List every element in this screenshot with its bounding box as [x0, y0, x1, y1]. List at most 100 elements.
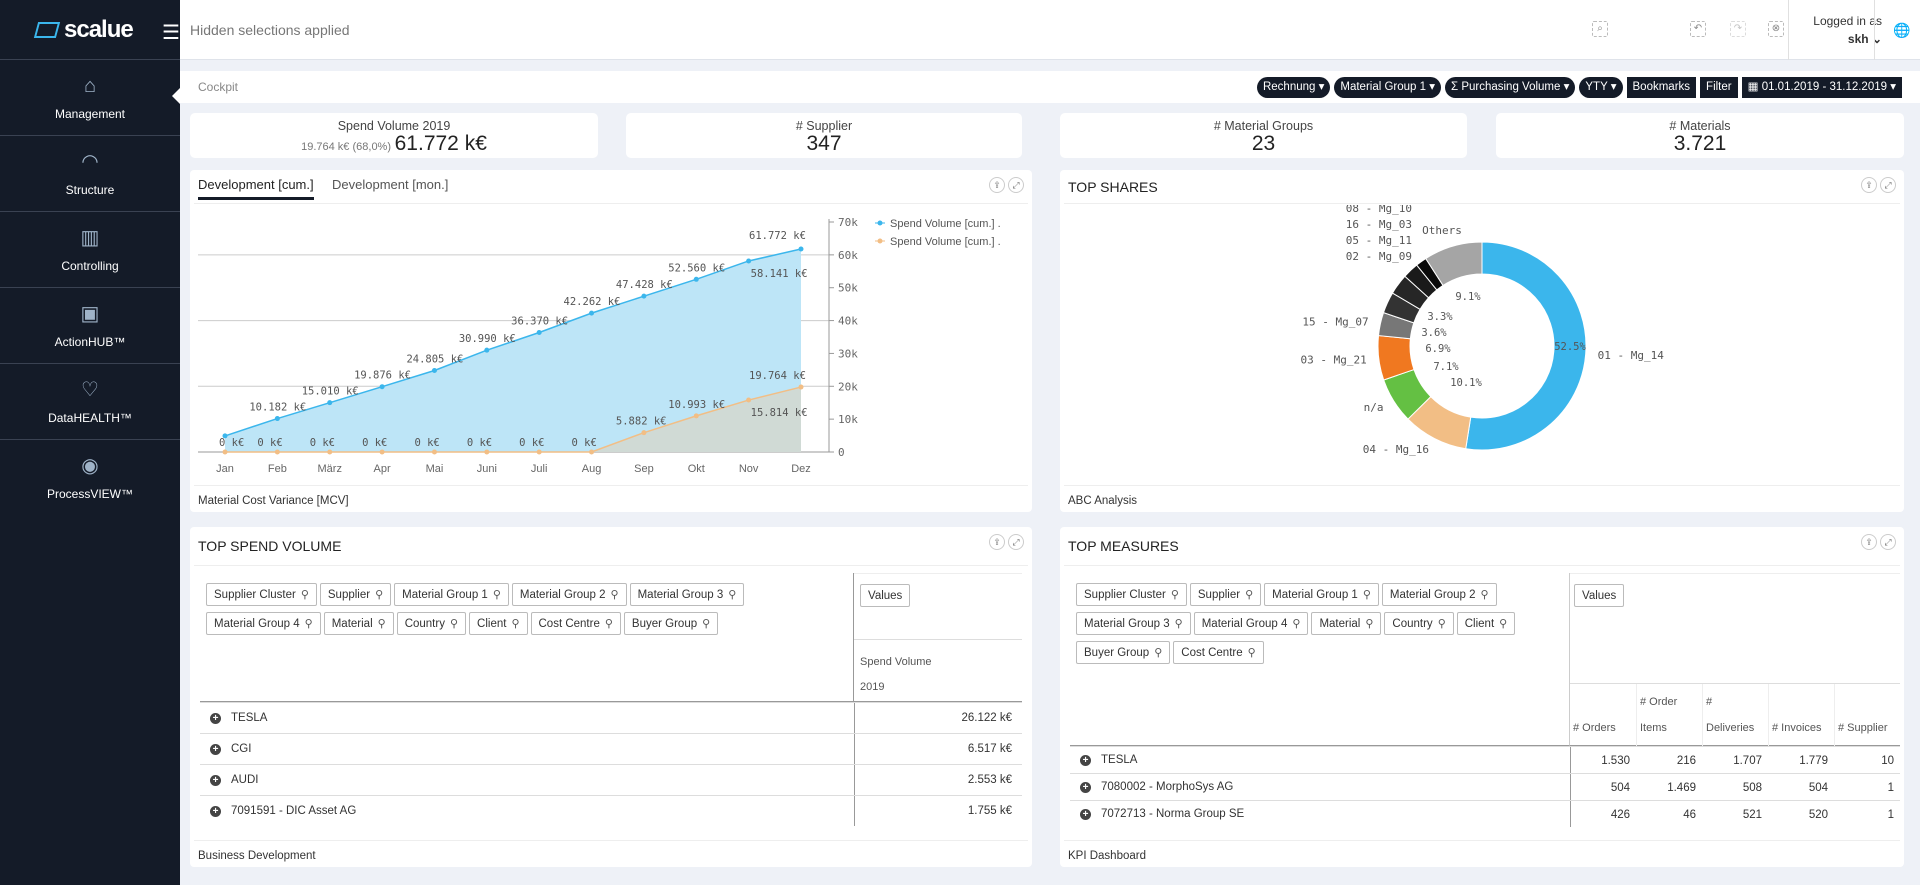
values-chip[interactable]: Values — [860, 584, 911, 607]
dimension-chip[interactable]: Material Group 4 ⚲ — [206, 612, 321, 635]
dimension-chip[interactable]: Material Group 1 ⚲ — [394, 583, 509, 606]
export-icon[interactable]: ⇪ — [989, 534, 1005, 550]
data-point — [746, 258, 752, 264]
table-row[interactable]: +7080002 - MorphoSys AG 504 1.469 508 504 1 — [1070, 773, 1900, 800]
search-icon: ⚲ — [1247, 647, 1256, 659]
expand-icon[interactable]: + — [210, 805, 221, 817]
logo[interactable]: scalue ☰ — [0, 0, 180, 60]
dimension-chip[interactable]: Material Group 2 ⚲ — [511, 583, 627, 606]
table-row[interactable]: +7072713 - Norma Group SE 426 46 521 520 1 — [1070, 800, 1900, 827]
fullscreen-icon[interactable]: ⤢ — [1008, 534, 1024, 550]
export-icon[interactable]: ⇪ — [1861, 534, 1877, 550]
dimension-chip[interactable]: Country ⚲ — [396, 612, 467, 635]
slice-percent: 3.3% — [1427, 311, 1453, 323]
dimension-chip[interactable]: Supplier Cluster ⚲ — [206, 583, 317, 606]
sidebar-item-datahealth[interactable]: ♡ DataHEALTH™ — [0, 364, 180, 440]
dimension-chip[interactable]: Material ⚲ — [323, 612, 394, 635]
dimension-chip[interactable]: Client ⚲ — [469, 612, 528, 635]
dimension-chip[interactable]: Material Group 1 ⚲ — [1264, 583, 1379, 606]
row-label: TESLA — [1101, 754, 1138, 766]
dimension-chips: Supplier Cluster ⚲ Supplier ⚲ Material Group… — [1070, 573, 1570, 746]
column-divider — [854, 765, 855, 795]
dimension-chip[interactable]: Material Group 4 ⚲ — [1193, 612, 1309, 635]
dimension-chips: Supplier Cluster ⚲ Supplier ⚲ Material Group… — [200, 573, 854, 702]
dimension-chip[interactable]: Material Group 2 ⚲ — [1381, 583, 1497, 606]
sidebar-item-processview[interactable]: ◉ ProcessVIEW™ — [0, 440, 180, 516]
table-row[interactable]: + TESLA 1.530 216 1.707 1.779 10 — [1070, 746, 1900, 773]
dimension-chip[interactable]: Supplier ⚲ — [1189, 583, 1262, 606]
search-selections-icon[interactable]: ⌕ — [1592, 21, 1608, 37]
fullscreen-icon[interactable]: ⤢ — [1008, 177, 1024, 193]
dimension-chip[interactable]: Buyer Group ⚲ — [1076, 641, 1171, 664]
row-label: TESLA — [231, 712, 268, 724]
dimension-chip[interactable]: Supplier Cluster ⚲ — [1076, 583, 1187, 606]
data-label: 0 k€ — [219, 437, 244, 449]
period-dropdown[interactable]: YTY ▾ — [1579, 77, 1623, 98]
values-chip[interactable]: Values — [1574, 584, 1625, 607]
sidebar-item-controlling[interactable]: ▥ Controlling — [0, 212, 180, 288]
row-value: 520 — [1808, 809, 1828, 821]
export-icon[interactable]: ⇪ — [989, 177, 1005, 193]
dimension-chip[interactable]: Country ⚲ — [1384, 612, 1454, 635]
fullscreen-icon[interactable]: ⤢ — [1880, 177, 1896, 193]
data-label: 58.141 k€ — [751, 268, 808, 280]
dimension-chip[interactable]: Cost Centre ⚲ — [1173, 641, 1264, 664]
dimension-chip[interactable]: Material ⚲ — [1311, 612, 1382, 635]
chip-label: Cost Centre — [538, 617, 600, 630]
row-value: 6.517 k€ — [967, 743, 1012, 755]
dimension-chip[interactable]: Material Group 3 ⚲ — [1076, 612, 1191, 635]
date-range-picker[interactable]: ▦ 01.01.2019 - 31.12.2019 ▾ — [1741, 77, 1902, 98]
chip-label: Material Group 1 — [402, 588, 488, 601]
expand-icon[interactable]: + — [1080, 754, 1091, 766]
search-icon: ⚲ — [449, 618, 459, 630]
chip-label: Client — [477, 617, 507, 630]
data-point — [222, 433, 228, 439]
panel-title: TOP SPEND VOLUME — [198, 538, 342, 554]
table-row[interactable]: + AUDI 2.553 k€ — [200, 764, 1022, 795]
expand-icon[interactable]: + — [210, 712, 221, 724]
measure-dropdown[interactable]: Σ Purchasing Volume ▾ — [1445, 77, 1576, 98]
slice-percent: 52.5% — [1554, 341, 1586, 353]
dimension-chip[interactable]: Client ⚲ — [1456, 612, 1516, 635]
panel-title: TOP MEASURES — [1068, 538, 1179, 554]
undo-selection-icon[interactable]: ↶ — [1690, 21, 1706, 37]
sidebar-item-structure[interactable]: ◠ Structure — [0, 136, 180, 212]
pill-label: YTY — [1585, 81, 1608, 93]
sidebar-item-management[interactable]: ⌂ Management — [0, 60, 180, 136]
expand-icon[interactable]: + — [1080, 781, 1091, 793]
table-row[interactable]: + CGI 6.517 k€ — [200, 733, 1022, 764]
column-header: # Orders — [1570, 684, 1636, 746]
chip-label: Supplier Cluster — [1084, 588, 1166, 601]
hamburger-menu-icon[interactable]: ☰ — [162, 22, 180, 44]
redo-selection-icon[interactable]: ↷ — [1730, 21, 1746, 37]
row-value: 1.530 — [1601, 755, 1630, 767]
table-row[interactable]: + TESLA 26.122 k€ — [200, 702, 1022, 733]
sidebar-item-actionhub[interactable]: ▣ ActionHUB™ — [0, 288, 180, 364]
rechnung-dropdown[interactable]: Rechnung ▾ — [1256, 77, 1331, 98]
filter-button[interactable]: Filter — [1700, 77, 1738, 98]
expand-icon[interactable]: + — [210, 743, 221, 755]
kpi-value: 347 — [806, 132, 842, 155]
dimension-chip[interactable]: Buyer Group ⚲ — [623, 612, 719, 635]
tab-development-mon[interactable]: Development [mon.] — [332, 177, 449, 192]
dimension-chip[interactable]: Material Group 3 ⚲ — [629, 583, 745, 606]
globe-icon[interactable]: 🌐 — [1893, 22, 1911, 38]
fullscreen-icon[interactable]: ⤢ — [1880, 534, 1896, 550]
divider — [1064, 485, 1900, 486]
user-menu[interactable]: Logged in as skh ⌄ — [1802, 14, 1882, 46]
expand-icon[interactable]: + — [210, 774, 221, 786]
slice-label: 16 - Mg_03 — [1346, 218, 1412, 231]
column-header-line: # Order — [1640, 696, 1678, 708]
clear-selections-icon[interactable]: ⊗ — [1768, 21, 1784, 37]
pill-label: Σ Purchasing Volume — [1451, 81, 1561, 93]
dimension-chip[interactable]: Supplier ⚲ — [319, 583, 392, 606]
material-group-dropdown[interactable]: Material Group 1 ▾ — [1334, 77, 1442, 98]
row-value: 1.469 — [1667, 782, 1696, 794]
table-row[interactable]: +7091591 - DIC Asset AG 1.755 k€ — [200, 795, 1022, 826]
tab-development-cum[interactable]: Development [cum.] — [198, 177, 314, 200]
dimension-chip[interactable]: Cost Centre ⚲ — [530, 612, 621, 635]
bookmarks-button[interactable]: Bookmarks — [1626, 77, 1697, 98]
export-icon[interactable]: ⇪ — [1861, 177, 1877, 193]
expand-icon[interactable]: + — [1080, 808, 1091, 820]
values-header: Values # Orders # Order Items # Deliveries # … — [1570, 573, 1900, 746]
